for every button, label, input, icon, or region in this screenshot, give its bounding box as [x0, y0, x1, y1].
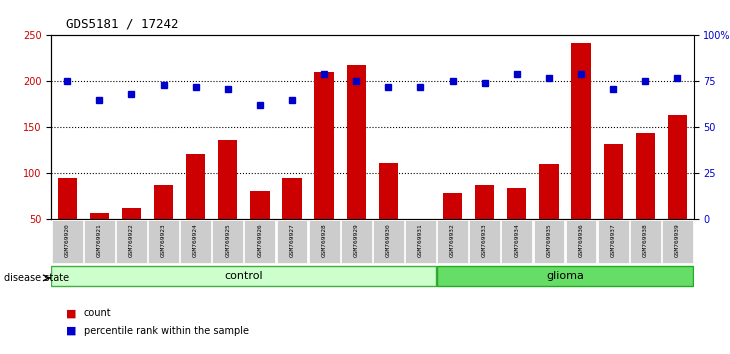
Text: GSM769922: GSM769922	[129, 223, 134, 257]
Bar	[539, 164, 558, 219]
FancyBboxPatch shape	[116, 220, 147, 263]
Text: GSM769920: GSM769920	[65, 223, 69, 257]
Bar	[443, 193, 462, 219]
Bar	[90, 213, 109, 219]
Bar	[604, 144, 623, 219]
Text: GSM769927: GSM769927	[290, 223, 294, 257]
Text: control: control	[225, 271, 263, 281]
Text: GSM769930: GSM769930	[386, 223, 391, 257]
Bar	[636, 133, 655, 219]
FancyBboxPatch shape	[148, 220, 179, 263]
Text: disease state: disease state	[4, 273, 69, 283]
Bar	[122, 207, 141, 219]
FancyBboxPatch shape	[51, 266, 436, 286]
Text: ■: ■	[66, 326, 76, 336]
Bar	[218, 140, 237, 219]
Text: GSM769937: GSM769937	[611, 223, 615, 257]
Text: GSM769929: GSM769929	[354, 223, 358, 257]
FancyBboxPatch shape	[212, 220, 243, 263]
FancyBboxPatch shape	[84, 220, 115, 263]
Bar	[58, 178, 77, 219]
Text: count: count	[84, 308, 112, 318]
FancyBboxPatch shape	[469, 220, 500, 263]
Text: percentile rank within the sample: percentile rank within the sample	[84, 326, 249, 336]
Text: GSM769924: GSM769924	[193, 223, 198, 257]
Bar	[315, 72, 334, 219]
Bar	[507, 188, 526, 219]
Text: GSM769921: GSM769921	[97, 223, 101, 257]
Text: GSM769935: GSM769935	[547, 223, 551, 257]
FancyBboxPatch shape	[52, 220, 82, 263]
FancyBboxPatch shape	[309, 220, 339, 263]
Bar	[379, 163, 398, 219]
Text: GSM769933: GSM769933	[483, 223, 487, 257]
FancyBboxPatch shape	[245, 220, 275, 263]
Bar	[186, 154, 205, 219]
Text: GSM769926: GSM769926	[258, 223, 262, 257]
FancyBboxPatch shape	[405, 220, 436, 263]
Bar	[475, 184, 494, 219]
FancyBboxPatch shape	[341, 220, 372, 263]
Text: glioma: glioma	[546, 271, 584, 281]
FancyBboxPatch shape	[373, 220, 404, 263]
FancyBboxPatch shape	[534, 220, 564, 263]
FancyBboxPatch shape	[598, 220, 629, 263]
FancyBboxPatch shape	[437, 266, 694, 286]
Text: ■: ■	[66, 308, 76, 318]
Text: GSM769932: GSM769932	[450, 223, 455, 257]
Text: GSM769923: GSM769923	[161, 223, 166, 257]
FancyBboxPatch shape	[566, 220, 596, 263]
Text: GSM769934: GSM769934	[515, 223, 519, 257]
Text: GSM769936: GSM769936	[579, 223, 583, 257]
FancyBboxPatch shape	[630, 220, 661, 263]
Text: GSM769931: GSM769931	[418, 223, 423, 257]
Text: GSM769925: GSM769925	[226, 223, 230, 257]
Text: GSM769939: GSM769939	[675, 223, 680, 257]
FancyBboxPatch shape	[662, 220, 693, 263]
Bar	[283, 178, 301, 219]
Bar	[347, 65, 366, 219]
Bar	[250, 191, 269, 219]
FancyBboxPatch shape	[437, 220, 468, 263]
Bar	[572, 43, 591, 219]
FancyBboxPatch shape	[180, 220, 211, 263]
Text: GDS5181 / 17242: GDS5181 / 17242	[66, 18, 178, 31]
FancyBboxPatch shape	[277, 220, 307, 263]
Bar	[668, 115, 687, 219]
Text: GSM769938: GSM769938	[643, 223, 648, 257]
Text: GSM769928: GSM769928	[322, 223, 326, 257]
FancyBboxPatch shape	[502, 220, 532, 263]
Bar	[154, 185, 173, 219]
